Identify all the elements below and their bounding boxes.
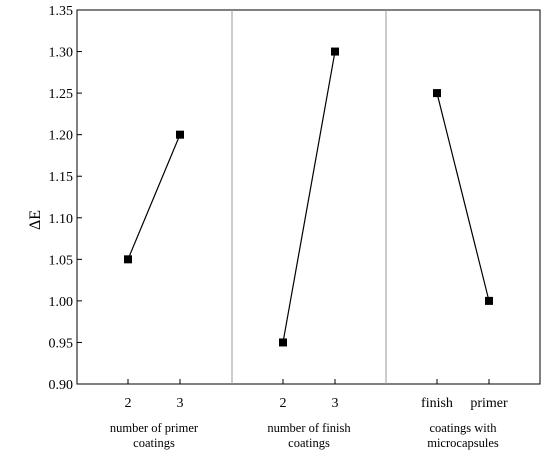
y-tick-label: 1.35: [49, 4, 74, 19]
series-line-group-1: [127, 134, 181, 260]
y-tick-label: 1.05: [49, 253, 74, 268]
y-axis-label: ΔE: [27, 210, 44, 230]
y-tick-label: 1.30: [49, 46, 74, 61]
data-point-marker: [176, 130, 184, 139]
y-tick-label: 1.25: [49, 87, 74, 102]
series-line-group-2: [282, 51, 336, 343]
x-tick-label: primer: [470, 396, 508, 411]
group-label-line: number of primer: [110, 421, 199, 435]
x-tick-label: 3: [332, 396, 339, 411]
x-tick-label: 3: [177, 396, 184, 411]
group-label-line: microcapsules: [427, 436, 499, 450]
group-label-line: coatings: [133, 436, 175, 450]
data-point-marker: [331, 47, 339, 56]
x-axis: 2 3 2 3 finish primer: [125, 379, 508, 411]
y-tick-label: 1.00: [49, 295, 74, 310]
y-tick-label: 0.95: [49, 336, 74, 351]
y-tick-label: 1.20: [49, 129, 74, 144]
y-tick-label: 0.90: [49, 378, 74, 393]
x-tick-label: 2: [125, 396, 132, 411]
group-label-line: coatings with: [429, 421, 497, 435]
series-layer: [124, 47, 493, 347]
y-tick-label: 1.10: [49, 212, 74, 227]
group-label-line: number of finish: [267, 421, 351, 435]
group-separators: [231, 10, 387, 384]
y-axis: 0.90 0.95 1.00 1.05 1.10 1.15 1.20 1.25 1.30 1.35: [49, 4, 82, 393]
data-point-marker: [124, 255, 132, 264]
data-point-marker: [279, 338, 287, 347]
data-point-marker: [485, 296, 493, 305]
x-tick-label: 2: [280, 396, 287, 411]
series-line-group-3: [436, 92, 490, 302]
x-tick-label: finish: [421, 396, 453, 411]
data-point-marker: [433, 89, 441, 98]
plot-frame: [76, 9, 541, 385]
group-label-line: coatings: [288, 436, 330, 450]
plot-border: [76, 9, 541, 385]
y-tick-label: 1.15: [49, 170, 74, 185]
